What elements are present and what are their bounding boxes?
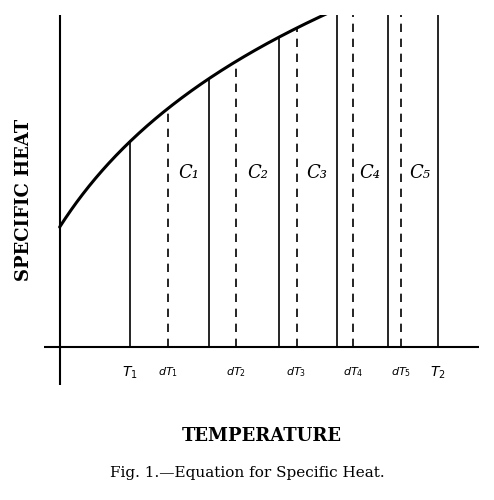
Text: Fig. 1.—Equation for Specific Heat.: Fig. 1.—Equation for Specific Heat. [110, 466, 384, 480]
Text: C₄: C₄ [360, 164, 381, 182]
Y-axis label: SPECIFIC HEAT: SPECIFIC HEAT [15, 119, 33, 281]
Text: C₅: C₅ [410, 164, 430, 182]
Text: $dT_4$: $dT_4$ [343, 365, 363, 378]
Text: $dT_5$: $dT_5$ [391, 365, 412, 378]
Text: C₁: C₁ [178, 164, 199, 182]
X-axis label: TEMPERATURE: TEMPERATURE [182, 427, 341, 445]
Text: C₂: C₂ [247, 164, 268, 182]
Text: $T_2$: $T_2$ [430, 365, 446, 381]
Text: $dT_1$: $dT_1$ [158, 365, 178, 378]
Text: $dT_3$: $dT_3$ [287, 365, 307, 378]
Text: $dT_2$: $dT_2$ [226, 365, 247, 378]
Text: $T_1$: $T_1$ [122, 365, 137, 381]
Text: C₃: C₃ [306, 164, 328, 182]
